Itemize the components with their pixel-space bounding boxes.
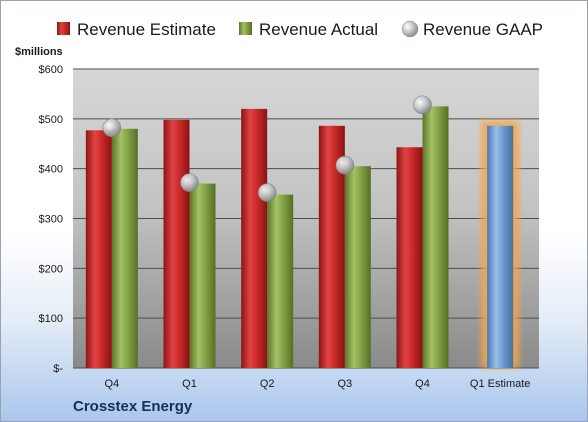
legend-label-revenue-gaap: Revenue GAAP bbox=[423, 20, 543, 39]
x-tick-label: Q4 bbox=[415, 378, 430, 390]
x-tick-label: Q1 bbox=[182, 378, 197, 390]
y-tick-label: $300 bbox=[39, 214, 63, 226]
legend-swatch-revenue-estimate bbox=[57, 22, 70, 35]
gaap-markers bbox=[102, 95, 432, 202]
bar-actual-q4-0 bbox=[111, 128, 138, 368]
bar-estimate-q2-2 bbox=[241, 108, 268, 368]
y-axis-unit-label: $millions bbox=[15, 46, 63, 58]
bars bbox=[85, 106, 520, 368]
gridlines bbox=[73, 68, 539, 369]
marker-gaap-q3-3 bbox=[335, 155, 355, 175]
bar-estimate-q4-0 bbox=[85, 130, 112, 368]
bar-estimate-q1-1 bbox=[163, 119, 190, 368]
bar-actual-q2-2 bbox=[267, 194, 294, 368]
y-axis: $- $100 $200 $300 $400 $500 $600 bbox=[39, 64, 64, 375]
bar-actual-q1-1 bbox=[189, 183, 216, 368]
y-tick-label: $600 bbox=[39, 64, 63, 76]
bar-estimate-q4-4 bbox=[396, 147, 423, 368]
legend: Revenue Estimate Revenue Actual Revenue GA… bbox=[57, 20, 543, 39]
x-axis: Q4 Q1 Q2 Q3 Q4 Q1 Estimate bbox=[104, 378, 530, 390]
y-tick-label: $100 bbox=[39, 313, 63, 325]
x-tick-label: Q2 bbox=[260, 378, 275, 390]
x-tick-label: Q4 bbox=[104, 378, 119, 390]
bar-actual-q3-3 bbox=[344, 166, 371, 368]
x-tick-label: Q1 Estimate bbox=[470, 378, 531, 390]
marker-gaap-q2-2 bbox=[257, 183, 277, 202]
company-name: Crosstex Energy bbox=[73, 398, 193, 415]
y-tick-label: $400 bbox=[39, 164, 63, 176]
bar-forecast-q1-estimate bbox=[487, 125, 514, 368]
y-tick-label: $200 bbox=[39, 263, 63, 275]
bar-actual-q4-4 bbox=[422, 106, 449, 368]
y-tick-label: $- bbox=[53, 363, 63, 375]
legend-marker-revenue-gaap bbox=[401, 20, 419, 38]
x-tick-label: Q3 bbox=[337, 378, 352, 390]
legend-label-revenue-actual: Revenue Actual bbox=[259, 20, 378, 39]
legend-label-revenue-estimate: Revenue Estimate bbox=[77, 20, 216, 39]
y-tick-label: $500 bbox=[39, 114, 63, 126]
marker-gaap-q4-4 bbox=[413, 95, 432, 115]
marker-gaap-q1-1 bbox=[180, 173, 199, 192]
marker-gaap-q4-0 bbox=[102, 118, 122, 138]
legend-swatch-revenue-actual bbox=[239, 22, 252, 35]
